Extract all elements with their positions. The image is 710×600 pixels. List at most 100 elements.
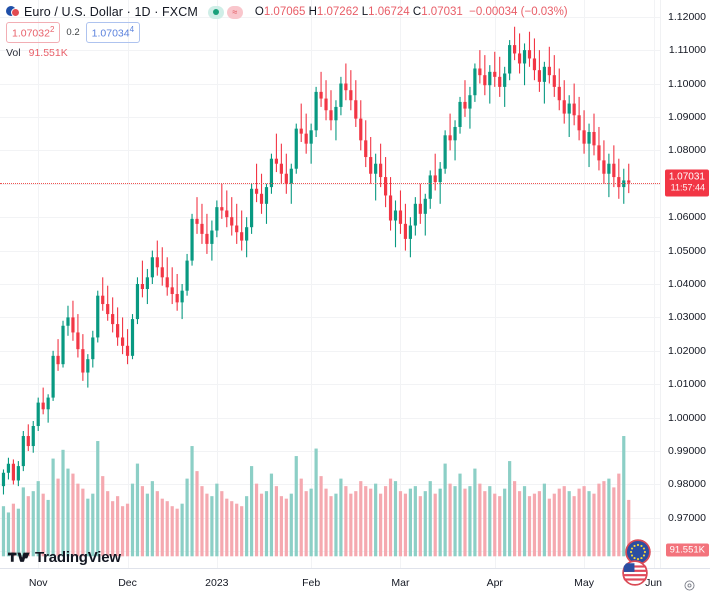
volume-bar: [508, 461, 512, 557]
eu-us-flag-icon: [6, 5, 20, 19]
volume-bar: [81, 488, 85, 557]
volume-bar: [130, 483, 135, 557]
time-tick: Apr: [486, 577, 503, 589]
gear-icon[interactable]: [683, 579, 696, 592]
grid-line: [0, 451, 660, 453]
volume-bar: [617, 473, 621, 557]
candle-body: [374, 163, 378, 174]
volume-bar: [374, 483, 378, 557]
series-dot-icon[interactable]: [207, 5, 224, 19]
volume-bar: [537, 491, 542, 557]
volume-bar: [627, 499, 631, 557]
candle-body: [304, 133, 308, 144]
candle-body: [612, 163, 616, 178]
volume-bar: [76, 483, 80, 557]
volume-bar: [493, 493, 497, 557]
tradingview-name: TradingView: [35, 549, 121, 566]
volume-bar: [195, 471, 199, 557]
grid-vline: [216, 0, 218, 568]
volume-bar: [125, 503, 130, 557]
candle-body: [463, 101, 467, 109]
volume-label: Vol: [6, 47, 21, 59]
time-tick: Feb: [302, 577, 321, 589]
volume-bar: [478, 483, 482, 557]
ohlc-values: O1.07065 H1.07262 L1.06724 C1.07031 −0.0…: [255, 6, 568, 18]
time-axis[interactable]: Nov Dec 2023 Feb Mar Apr May Jun: [0, 568, 710, 600]
volume-bar: [254, 483, 259, 557]
volume-bar: [592, 493, 596, 557]
eu-flag-icon: [625, 539, 651, 565]
volume-bar: [71, 473, 75, 557]
candle-body: [180, 290, 184, 303]
volume-bar: [185, 478, 189, 557]
candle-body: [106, 304, 110, 315]
candle-body: [393, 210, 398, 221]
bid-price[interactable]: 1.070322: [6, 22, 61, 43]
candle-body: [423, 198, 427, 214]
volume-bar: [527, 496, 532, 557]
volume-bar: [210, 496, 214, 557]
compare-icon[interactable]: ≈: [226, 5, 243, 19]
volume-bar: [458, 473, 462, 557]
candle-body: [200, 223, 204, 234]
volume-bar: [383, 486, 388, 557]
candle-body: [503, 73, 507, 87]
grid-line: [0, 50, 660, 52]
candle-body: [230, 217, 234, 226]
price-tick: 1.00000: [668, 411, 706, 424]
volume-bar: [96, 441, 100, 557]
candle-body: [165, 277, 169, 288]
candle-body: [349, 90, 353, 101]
candle-body: [552, 75, 556, 87]
price-tick: 1.10000: [668, 77, 706, 90]
current-price-line: [0, 182, 660, 184]
candle-body: [334, 106, 338, 121]
price-tick: 1.06000: [668, 211, 706, 224]
candle-body: [537, 70, 542, 82]
chart-pane[interactable]: [0, 0, 660, 568]
candle-body: [6, 463, 11, 473]
volume-bar: [413, 486, 417, 557]
candle-body: [354, 100, 358, 119]
legend-title-row: Euro / U.S. Dollar · 1D · FXCM ≈ O1.0706…: [6, 3, 656, 21]
grid-line: [0, 183, 660, 185]
price-axis[interactable]: 1.12000 1.11000 1.10000 1.09000 1.08000 1.070…: [660, 0, 710, 568]
symbol-title[interactable]: Euro / U.S. Dollar · 1D · FXCM: [24, 5, 198, 19]
volume-bar: [26, 496, 30, 557]
candle-body: [235, 225, 239, 233]
candle-body: [473, 68, 477, 96]
ohlc-o-value: 1.07065: [263, 6, 306, 18]
candle-body: [532, 58, 537, 71]
volume-bar: [324, 488, 328, 557]
volume-bar: [289, 493, 293, 557]
volume-bar: [66, 468, 70, 557]
chart-legend: Euro / U.S. Dollar · 1D · FXCM ≈ O1.0706…: [6, 3, 656, 61]
volume-bar: [205, 493, 209, 557]
price-tick: 0.97000: [668, 511, 706, 524]
candle-body: [567, 103, 571, 114]
ask-price[interactable]: 1.070344: [85, 22, 141, 43]
candle-body: [582, 130, 586, 144]
candle-body: [71, 317, 75, 333]
ohlc-o-key: O: [254, 6, 264, 18]
candle-body: [483, 75, 487, 86]
candle-body: [314, 91, 318, 131]
price-tick: 1.11000: [668, 44, 706, 57]
volume-bar: [503, 488, 507, 557]
volume-bar: [309, 488, 313, 557]
candle-body: [86, 359, 90, 373]
volume-bar: [423, 491, 427, 557]
grid-vline: [311, 0, 313, 568]
price-tick: 0.98000: [668, 478, 706, 491]
candle-body: [279, 163, 283, 174]
candle-body: [254, 188, 259, 194]
candle-body: [587, 131, 591, 144]
price-tick: 1.09000: [668, 110, 706, 123]
candle-body: [135, 284, 140, 320]
candle-body: [220, 207, 224, 211]
volume-bar: [473, 468, 477, 557]
volume-bar: [11, 503, 15, 557]
volume-bar: [547, 498, 551, 557]
tradingview-watermark: TradingView: [8, 549, 121, 566]
ohlc-h-value: 1.07262: [316, 6, 359, 18]
